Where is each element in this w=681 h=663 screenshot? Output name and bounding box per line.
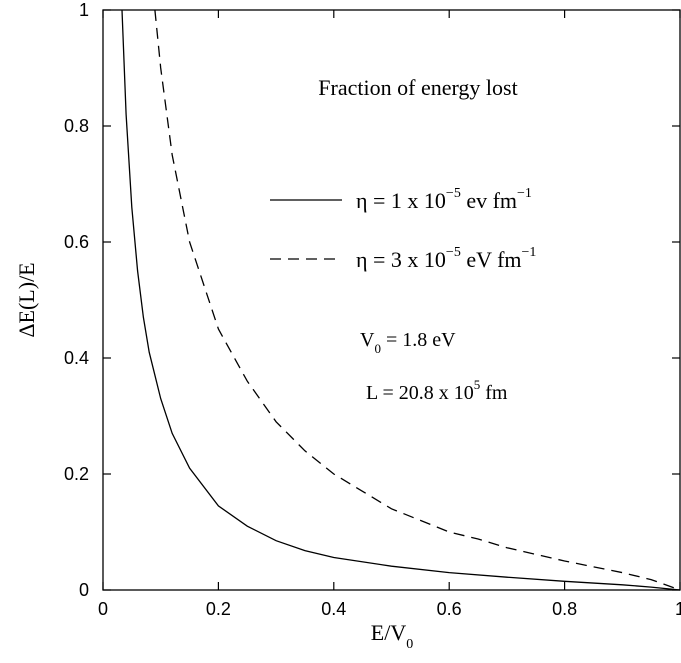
y-tick-label: 0.6 (64, 232, 89, 252)
x-tick-label: 0.4 (321, 599, 346, 619)
x-axis-label-subscript: 0 (406, 637, 413, 652)
series-line-2 (154, 9, 681, 591)
y-tick-label: 0 (79, 580, 89, 600)
y-tick-label: 0.8 (64, 116, 89, 136)
x-axis-ticks: 0 0.2 0.4 0.6 0.8 1 (98, 10, 681, 619)
plot-frame (102, 9, 681, 591)
y-axis-label: ΔE(L)/E (14, 262, 39, 337)
legend: η = 1 x 10−5 ev fm−1 η = 3 x 10−5 eV fm−1 (270, 186, 536, 272)
series-layer (121, 9, 681, 591)
x-tick-label: 1 (675, 599, 681, 619)
y-tick-label: 0.4 (64, 348, 89, 368)
x-axis-label: E/V0 (371, 620, 413, 652)
y-axis-ticks: 0 0.2 0.4 0.6 0.8 1 (64, 0, 680, 600)
annotation-2: L = 20.8 x 105 fm (366, 377, 508, 404)
x-tick-label: 0 (98, 599, 108, 619)
series-line-1 (121, 9, 681, 591)
annotation-1: V0 = 1.8 eV (360, 329, 456, 356)
annotations: V0 = 1.8 eV L = 20.8 x 105 fm (360, 329, 508, 404)
x-tick-label: 0.6 (437, 599, 462, 619)
y-tick-label: 1 (79, 0, 89, 20)
x-tick-label: 0.2 (206, 599, 231, 619)
legend-label-1: η = 1 x 10−5 ev fm−1 (356, 186, 532, 213)
legend-label-2: η = 3 x 10−5 eV fm−1 (356, 245, 536, 272)
chart-title: Fraction of energy lost (318, 75, 517, 100)
x-tick-label: 0.8 (552, 599, 577, 619)
y-tick-label: 0.2 (64, 464, 89, 484)
